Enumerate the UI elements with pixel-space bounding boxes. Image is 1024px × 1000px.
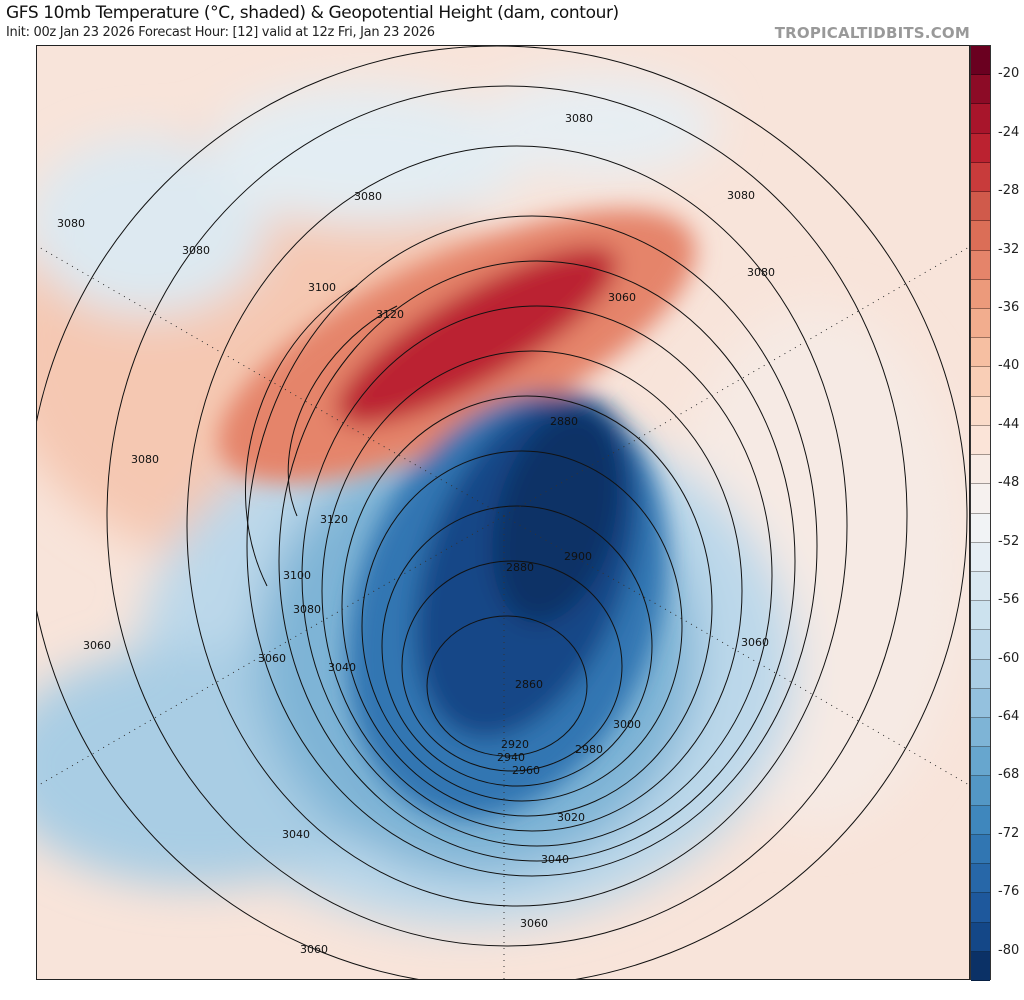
colorbar-bin [971,484,990,514]
colorbar-bin [971,630,990,660]
contour-label: 3060 [258,652,286,665]
contour-label: 3080 [727,189,755,202]
colorbar-bin [971,513,990,543]
colorbar-tick-label: -48 [998,475,1020,491]
colorbar-bin [971,133,990,163]
contour-label: 2860 [515,678,543,691]
contour-label: 3040 [328,661,356,674]
colorbar-bin [971,308,990,339]
colorbar-bin [971,922,990,952]
contour-label: 2880 [550,415,578,428]
contour-labels: 3080 3080 3080 3080 3080 3080 3100 3120 3060 3080… [57,112,775,956]
colorbar-tick-label: -56 [998,592,1020,608]
colorbar-bin [971,192,990,222]
colorbar-bin [971,367,990,397]
colorbar-tick-label: -52 [998,533,1020,549]
colorbar-bin [971,542,990,572]
contour-label: 2920 [501,738,529,751]
contour-label: 3080 [354,190,382,203]
colorbar-bin [971,46,990,76]
cold-core [218,209,696,820]
contour-label: 3080 [182,244,210,257]
chart-title: GFS 10mb Temperature (°C, shaded) & Geop… [6,3,619,23]
contour-label: 3100 [283,569,311,582]
colorbar-tick-label: -64 [998,709,1020,725]
contour-label: 2880 [506,561,534,574]
colorbar-tick-label: -28 [998,183,1020,199]
contour-label: 3060 [741,636,769,649]
colorbar-bin [971,718,990,748]
height-contours [37,46,968,979]
colorbar-bin [971,425,990,456]
brand-watermark: TROPICALTIDBITS.COM [774,24,970,42]
colorbar-bin [971,338,990,368]
colorbar-tick-label: -44 [998,416,1020,432]
colorbar-tick-label: -24 [998,124,1020,140]
contour-label: 3060 [83,639,111,652]
contour-label: 3020 [557,811,585,824]
map-panel: 3080 3080 3080 3080 3080 3080 3100 3120 3060 3080… [36,45,970,980]
colorbar-bin [971,601,990,631]
colorbar-tick-label: -72 [998,825,1020,841]
contour-label: 3080 [747,266,775,279]
colorbar-bin [971,104,990,134]
colorbar-bin [971,747,990,777]
contour-label: 3040 [541,853,569,866]
contour-label: 2940 [497,751,525,764]
colorbar-bin [971,75,990,105]
contour-label: 3080 [293,603,321,616]
colorbar-bin [971,864,990,894]
contour-label: 3080 [565,112,593,125]
colorbar-bin [971,805,990,835]
colorbar-tick-label: -60 [998,650,1020,666]
colorbar-bin [971,455,990,485]
contour-label: 3120 [320,513,348,526]
colorbar-tick-label: -20 [998,66,1020,82]
contour-label: 3000 [613,718,641,731]
colorbar-bin [971,571,990,602]
colorbar-bin [971,279,990,309]
colorbar-bin [971,221,990,251]
colorbar-bin [971,834,990,865]
contour-label: 3080 [131,453,159,466]
contour-label: 3120 [376,308,404,321]
colorbar-bin [971,951,990,981]
contour-label: 2980 [575,743,603,756]
contour-label: 3040 [282,828,310,841]
colorbar [970,45,991,981]
contour-label: 3060 [520,917,548,930]
colorbar-bin [971,688,990,719]
colorbar-bin [971,893,990,923]
colorbar-bin [971,250,990,280]
chart-subtitle: Init: 00z Jan 23 2026 Forecast Hour: [12… [6,25,435,40]
colorbar-tick-label: -76 [998,884,1020,900]
colorbar-bin [971,162,990,193]
colorbar-tick-label: -32 [998,241,1020,257]
colorbar-tick-label: -36 [998,299,1020,315]
contour-label: 3100 [308,281,336,294]
contour-label: 2900 [564,550,592,563]
colorbar-tick-label: -40 [998,358,1020,374]
temperature-height-map: 3080 3080 3080 3080 3080 3080 3100 3120 3060 3080… [37,46,969,979]
colorbar-tick-label: -80 [998,942,1020,958]
colorbar-bin [971,776,990,806]
colorbar-tick-label: -68 [998,767,1020,783]
colorbar-bin [971,396,990,426]
contour-label: 3060 [608,291,636,304]
contour-label: 3060 [300,943,328,956]
contour-label: 2960 [512,764,540,777]
colorbar-bin [971,659,990,689]
contour-label: 3080 [57,217,85,230]
